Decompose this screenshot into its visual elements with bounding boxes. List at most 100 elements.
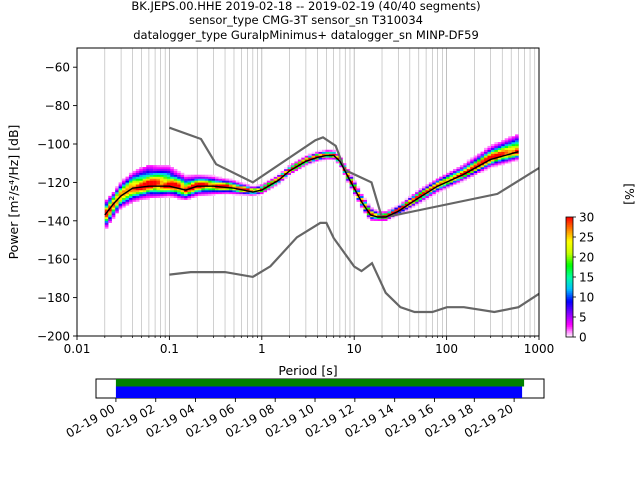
- pdf-cell: [470, 167, 474, 170]
- colorbar-segment: [566, 255, 573, 258]
- pdf-cell: [146, 167, 150, 170]
- pdf-cell: [442, 180, 447, 183]
- pdf-cell: [287, 172, 292, 175]
- pdf-cell: [122, 186, 126, 189]
- pdf-cell: [401, 201, 405, 204]
- pdf-cell: [128, 201, 133, 204]
- pdf-cell: [122, 182, 126, 185]
- pdf-cell: [270, 184, 274, 187]
- pdf-cell: [159, 192, 164, 195]
- pdf-cell: [339, 165, 343, 168]
- pdf-cell: [349, 180, 354, 183]
- y-tick-label: −160: [37, 253, 70, 267]
- pdf-cell: [108, 197, 112, 200]
- pdf-cell: [115, 186, 119, 189]
- pdf-cell: [139, 182, 143, 185]
- pdf-cell: [311, 155, 316, 158]
- pdf-cell: [242, 186, 247, 189]
- pdf-cell: [484, 168, 488, 172]
- pdf-cell: [335, 159, 340, 162]
- pdf-cell: [228, 180, 233, 183]
- pdf-cell: [173, 180, 178, 183]
- pdf-cell: [463, 178, 467, 181]
- pdf-cell: [501, 147, 505, 150]
- pdf-cell: [453, 170, 457, 173]
- pdf-cell: [487, 161, 492, 164]
- pdf-cell: [273, 184, 278, 187]
- pdf-cell: [194, 180, 199, 183]
- pdf-cell: [201, 182, 205, 185]
- pdf-cell: [342, 165, 347, 168]
- pdf-cell: [425, 197, 430, 200]
- pdf-cell: [311, 151, 316, 154]
- pdf-cell: [115, 201, 119, 204]
- pdf-cell: [108, 220, 112, 223]
- pdf-cell: [115, 209, 119, 212]
- pdf-cell: [139, 172, 143, 175]
- pdf-cell: [125, 180, 130, 183]
- pdf-cell: [208, 192, 212, 195]
- pdf-cell: [353, 180, 357, 183]
- pdf-cell: [163, 172, 168, 175]
- pdf-cell: [153, 193, 157, 197]
- pdf-cell: [125, 178, 130, 181]
- pdf-cell: [459, 170, 464, 173]
- pdf-cell: [170, 180, 174, 183]
- pdf-cell: [325, 155, 330, 158]
- pdf-cell: [349, 176, 354, 179]
- pdf-cell: [463, 170, 467, 173]
- pdf-cell: [135, 170, 140, 173]
- pdf-cell: [159, 172, 164, 175]
- pdf-cell: [508, 140, 512, 143]
- pdf-cell: [153, 182, 157, 185]
- pdf-cell: [194, 192, 199, 195]
- pdf-cell: [163, 167, 168, 170]
- pdf-cell: [318, 151, 323, 154]
- pdf-cell: [159, 184, 164, 187]
- pdf-cell: [256, 184, 261, 187]
- colorbar-segment: [566, 331, 573, 334]
- pdf-cell: [118, 193, 123, 197]
- pdf-cell: [153, 165, 157, 168]
- pdf-cell: [166, 192, 171, 195]
- pdf-cell: [194, 176, 199, 179]
- pdf-cell: [442, 184, 447, 187]
- pdf-cell: [156, 184, 161, 187]
- pdf-cell: [308, 161, 312, 164]
- pdf-cell: [511, 149, 516, 152]
- pdf-cell: [211, 174, 216, 177]
- pdf-cell: [139, 192, 143, 195]
- pdf-cell: [197, 178, 202, 181]
- pdf-cell: [442, 174, 447, 177]
- pdf-cell: [456, 172, 461, 175]
- x-tick-label: 10: [347, 342, 362, 356]
- title-line-datalogger: datalogger_type GuralpMinimus+ datalogge…: [133, 28, 479, 42]
- pdf-cell: [184, 186, 188, 189]
- pdf-cell: [487, 149, 492, 152]
- pdf-cell: [139, 193, 143, 197]
- pdf-cell: [170, 184, 174, 187]
- pdf-cell: [194, 188, 199, 191]
- pdf-cell: [515, 147, 519, 150]
- pdf-cell: [273, 176, 278, 179]
- colorbar-segment: [566, 279, 573, 282]
- pdf-cell: [166, 184, 171, 187]
- pdf-cell: [428, 193, 433, 197]
- pdf-cell: [232, 180, 237, 183]
- pdf-cell: [146, 192, 150, 195]
- pdf-cell: [470, 170, 474, 173]
- pdf-cell: [432, 188, 436, 191]
- pdf-cell: [401, 203, 405, 206]
- pdf-cell: [104, 199, 109, 202]
- pdf-cell: [104, 226, 109, 229]
- pdf-cell: [211, 193, 216, 197]
- pdf-cell: [204, 186, 209, 189]
- pdf-cell: [435, 178, 440, 181]
- pdf-cell: [146, 184, 150, 187]
- pdf-cell: [335, 161, 340, 164]
- pdf-cell: [163, 174, 168, 177]
- pdf-cell: [159, 178, 164, 181]
- pdf-cell: [477, 153, 481, 156]
- pdf-cell: [332, 159, 336, 162]
- pdf-cell: [218, 188, 223, 191]
